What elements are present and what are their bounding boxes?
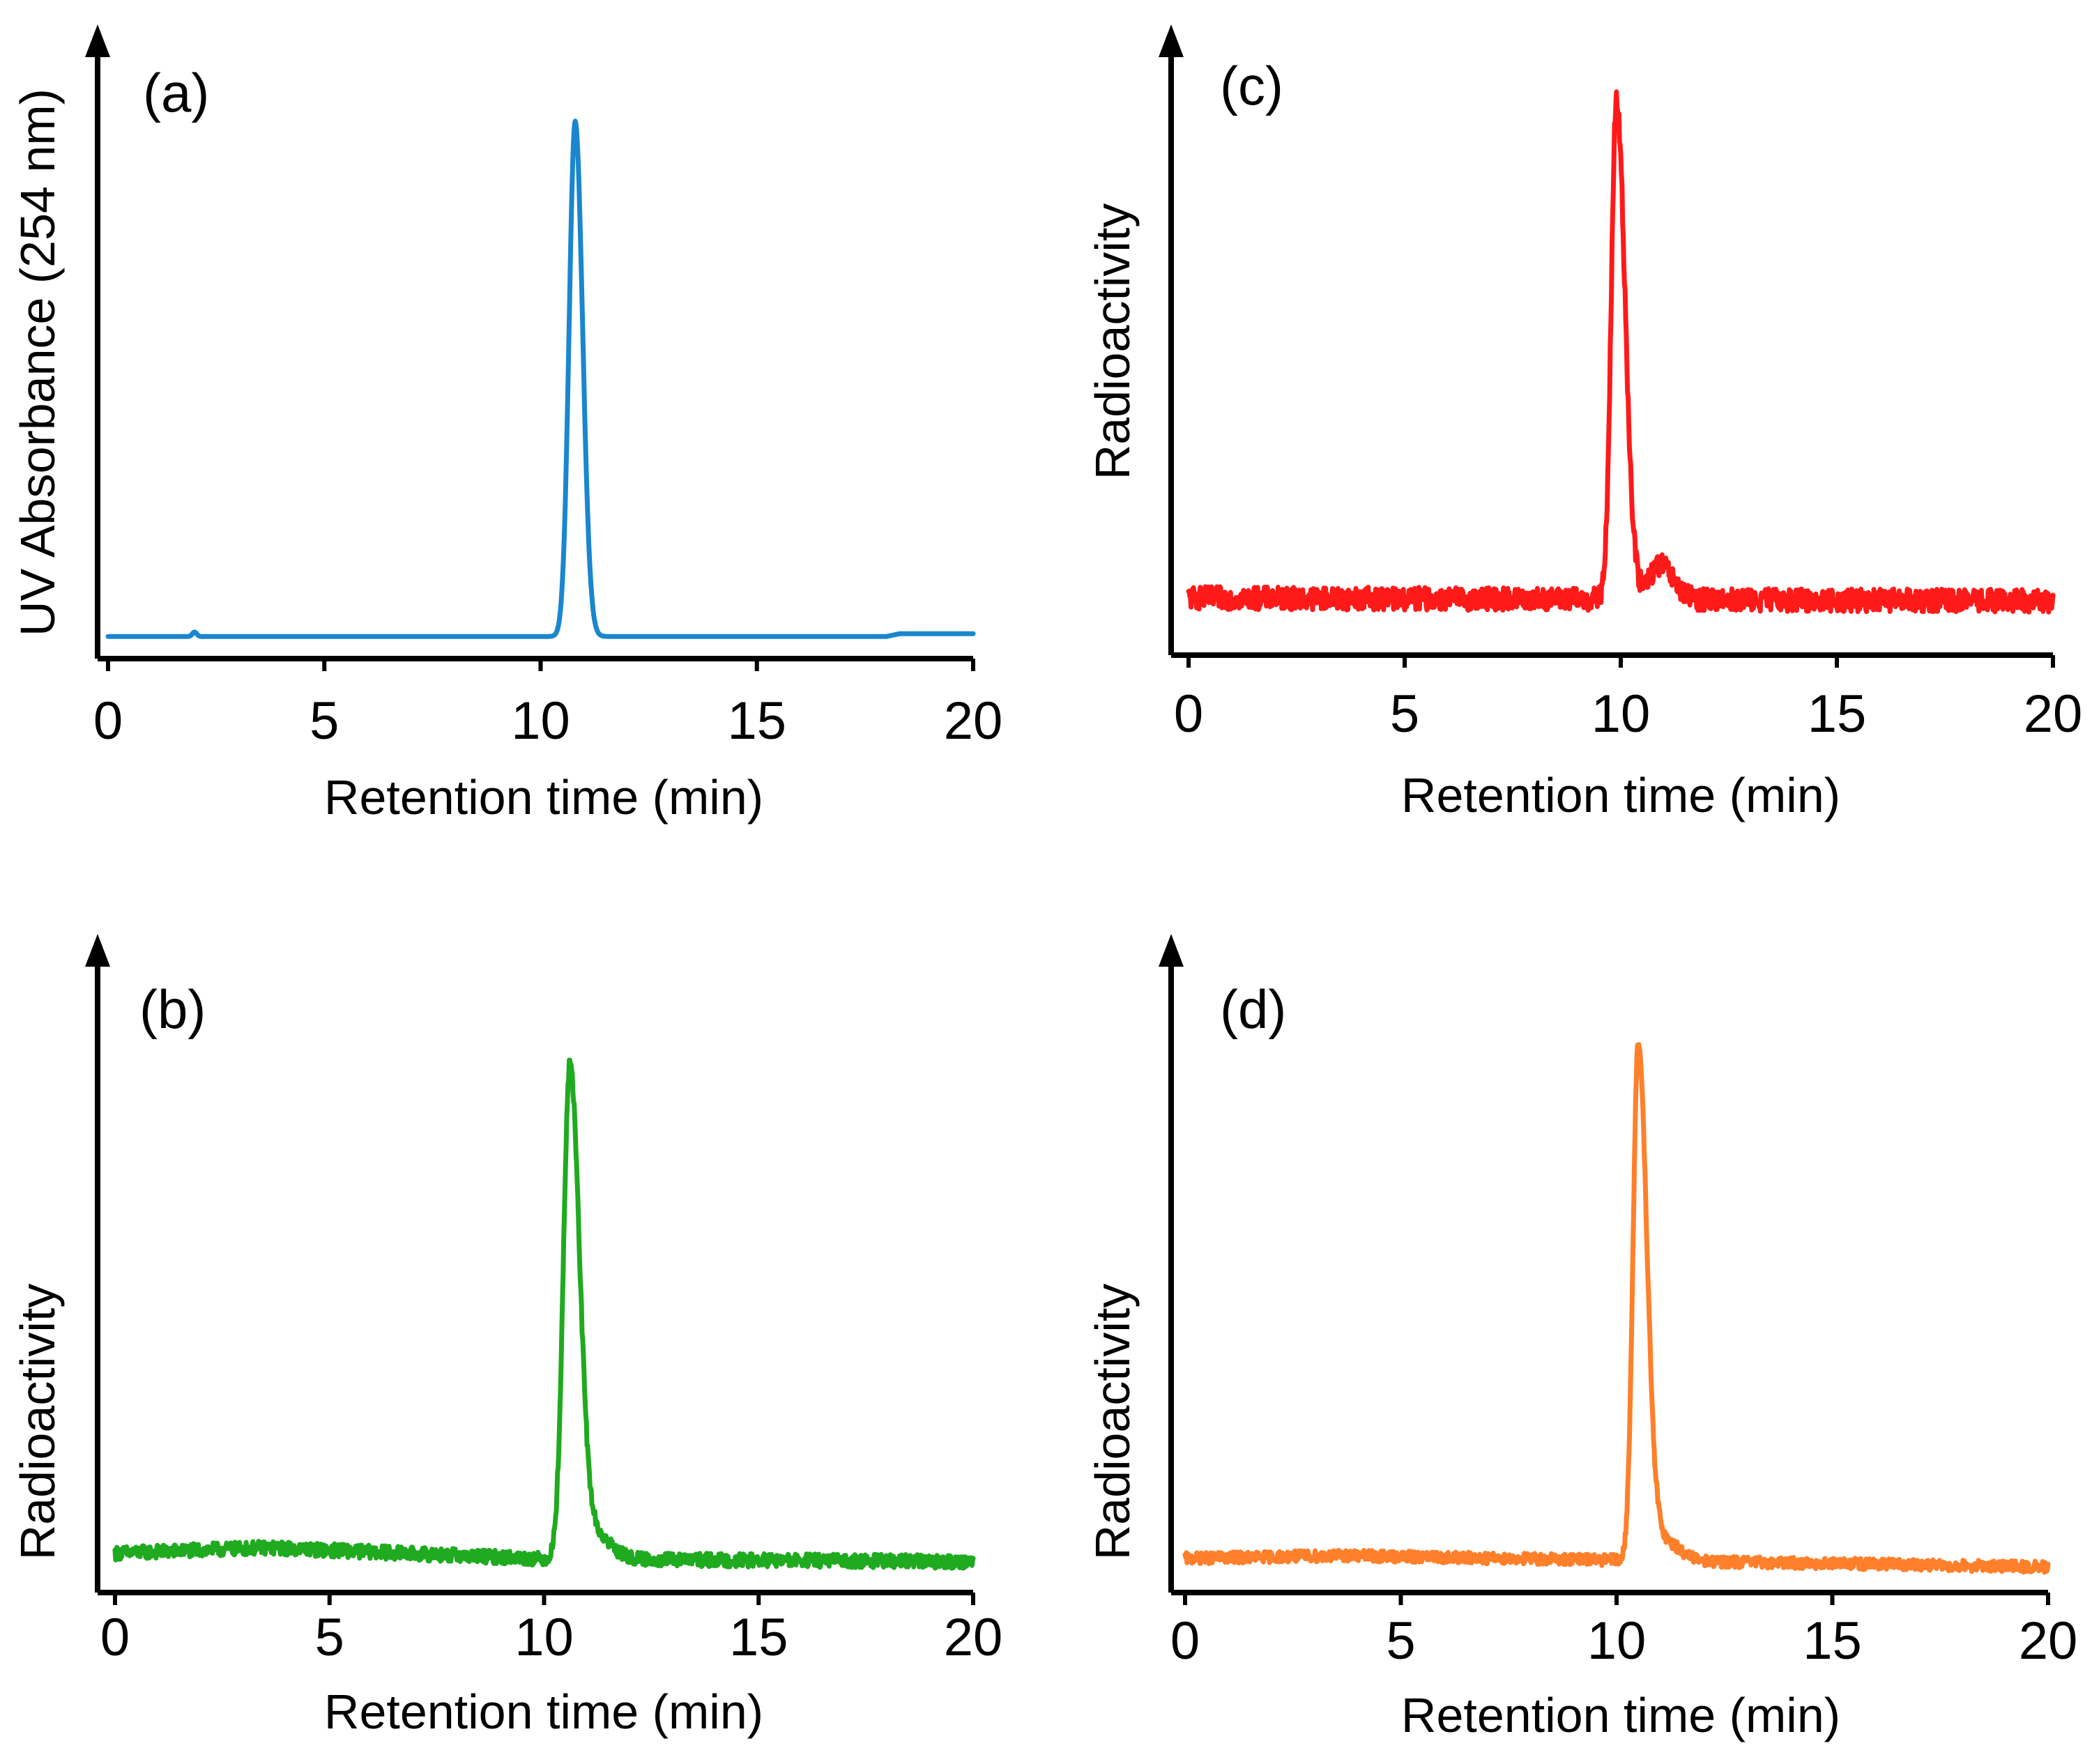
y-axis-label: Radioactivity (10, 1284, 65, 1560)
x-axis-label: Retention time (min) (1401, 768, 1840, 822)
y-axis-arrow-icon (85, 934, 110, 967)
y-axis-arrow-icon (1159, 934, 1184, 967)
panel-b: (b) Radioactivity Retention time (min) 0… (10, 934, 1002, 1739)
y-axis-label: Radioactivity (1085, 1284, 1140, 1560)
x-tick-label: 5 (315, 1608, 344, 1667)
x-tick-label: 15 (727, 691, 786, 751)
y-axis-arrow-icon (85, 24, 110, 57)
x-tick-label: 20 (2024, 684, 2083, 744)
x-tick-label: 20 (2019, 1611, 2078, 1671)
data-trace (1186, 89, 2056, 615)
data-trace (1182, 1042, 2051, 1575)
x-tick-label: 15 (1808, 684, 1867, 744)
data-trace (105, 118, 976, 639)
x-axis-label: Retention time (min) (324, 770, 763, 825)
panel-a: (a) UV Absorbance (254 nm) Retention tim… (10, 24, 1002, 825)
x-tick-label: 5 (1390, 684, 1419, 744)
x-tick-label: 0 (1174, 684, 1203, 744)
x-axis-label: Retention time (min) (1401, 1688, 1840, 1742)
panel-label: (a) (143, 62, 209, 123)
panel-label: (d) (1220, 979, 1286, 1040)
data-trace (112, 1057, 976, 1571)
x-tick-label: 15 (729, 1608, 788, 1667)
x-tick-label: 5 (310, 691, 339, 751)
x-tick-label: 10 (1587, 1611, 1647, 1671)
x-tick-label: 15 (1803, 1611, 1862, 1671)
x-axis-label: Retention time (min) (324, 1685, 763, 1739)
x-tick-label: 10 (1591, 684, 1651, 744)
panel-d: (d) Radioactivity Retention time (min) 0… (1085, 934, 2077, 1742)
panel-label: (b) (139, 979, 206, 1040)
panel-c: (c) Radioactivity Retention time (min) 0… (1085, 24, 2082, 822)
x-tick-label: 5 (1386, 1611, 1415, 1671)
x-tick-label: 20 (944, 1608, 1003, 1667)
x-tick-label: 0 (1170, 1611, 1200, 1671)
y-axis-label: UV Absorbance (254 nm) (10, 89, 65, 636)
x-tick-label: 0 (93, 691, 123, 751)
x-tick-label: 20 (944, 691, 1003, 751)
x-tick-label: 10 (514, 1608, 574, 1667)
panel-label: (c) (1220, 55, 1283, 116)
y-axis-arrow-icon (1159, 24, 1184, 57)
y-axis-label: Radioactivity (1085, 204, 1140, 480)
x-tick-label: 10 (511, 691, 570, 751)
x-tick-label: 0 (100, 1608, 130, 1667)
